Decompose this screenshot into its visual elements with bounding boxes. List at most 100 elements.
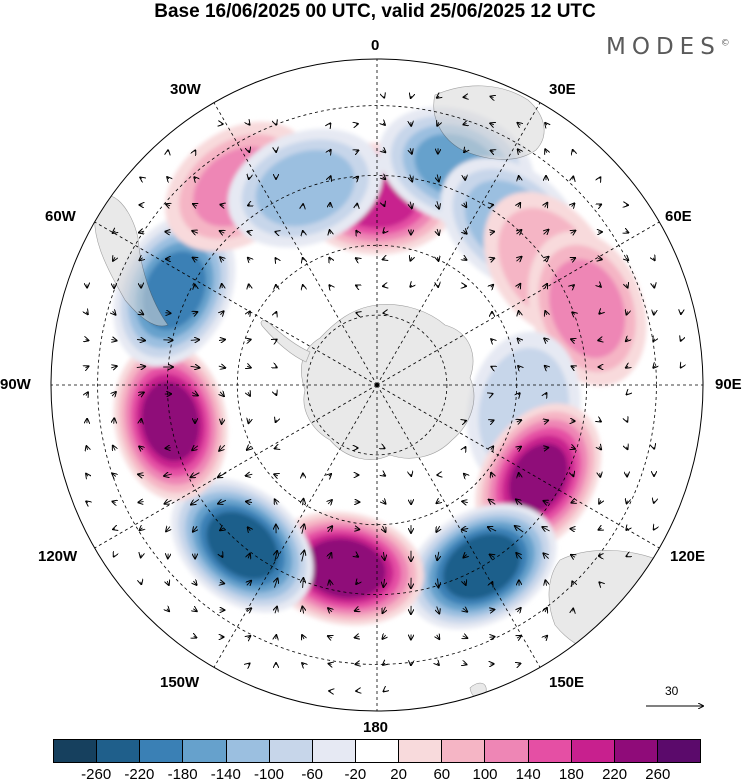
wind-vector <box>355 529 360 530</box>
lon-label-60w: 60W <box>45 208 76 225</box>
wind-vector <box>275 607 277 614</box>
wind-vector <box>138 392 144 395</box>
wind-vector <box>518 149 521 152</box>
wind-vector <box>626 528 627 530</box>
wind-vector <box>355 664 358 665</box>
wind-vector <box>113 257 115 261</box>
wind-vector <box>140 178 141 179</box>
wind-vector <box>437 122 439 125</box>
wind-vector <box>139 446 143 449</box>
wind-vector <box>222 555 223 557</box>
wind-vector <box>542 527 550 531</box>
wind-vector <box>437 201 439 208</box>
wind-vector <box>303 578 304 588</box>
lon-label-150w: 150W <box>160 674 200 691</box>
wind-vector <box>249 150 250 152</box>
wind-vector <box>248 636 251 638</box>
wind-vector <box>165 232 171 233</box>
wind-vector <box>383 552 384 560</box>
wind-vector <box>573 177 574 180</box>
colorbar-swatch <box>226 740 270 762</box>
wind-vector <box>139 231 143 232</box>
wind-vector <box>437 96 439 98</box>
wind-vector <box>573 150 574 152</box>
wind-vector <box>302 607 303 614</box>
wind-vector <box>384 691 385 692</box>
wind-vector <box>518 284 521 288</box>
wind-vector <box>356 582 358 584</box>
wind-vector <box>599 582 600 583</box>
wind-vector <box>218 366 225 368</box>
wind-vector <box>383 500 386 503</box>
wind-vector <box>113 446 115 451</box>
wind-vector <box>190 366 200 367</box>
wind-vector <box>356 177 358 179</box>
wind-vector <box>463 230 466 233</box>
wind-vector <box>136 366 145 367</box>
colorbar-swatch <box>312 740 356 762</box>
meridian-line <box>376 384 541 668</box>
wind-vector <box>516 499 523 505</box>
wind-vector <box>165 500 172 504</box>
wind-vector <box>571 501 574 502</box>
wind-vector <box>166 527 170 532</box>
wind-vector <box>248 392 250 396</box>
wind-vector <box>191 472 200 478</box>
graticule <box>51 59 703 711</box>
wind-vector <box>572 312 574 313</box>
wind-vector <box>653 366 654 368</box>
wind-vector <box>626 366 628 367</box>
colorbar-swatch <box>97 740 141 762</box>
wind-vector <box>464 474 466 476</box>
wind-vector <box>193 312 198 314</box>
wind-vector <box>329 285 330 287</box>
wind-vector <box>249 419 250 423</box>
wind-vector <box>598 340 601 341</box>
wind-vector <box>464 150 466 152</box>
wind-vector <box>464 421 466 422</box>
wind-vector <box>112 502 115 503</box>
colorbar-swatch <box>442 740 486 762</box>
wind-vector <box>517 257 522 261</box>
wind-vector <box>139 312 144 315</box>
wind-vector <box>545 149 547 152</box>
colorbar-tick-label: -220 <box>124 766 155 783</box>
wind-vector <box>246 474 253 476</box>
wind-vector <box>653 339 654 341</box>
wind-vector <box>220 257 224 261</box>
wind-vector <box>517 608 520 612</box>
wind-vector <box>330 123 331 124</box>
meridian-line <box>376 384 660 549</box>
wind-vector <box>519 176 520 180</box>
wind-vector <box>438 578 439 588</box>
wind-vector <box>410 285 411 287</box>
wind-vector <box>275 551 277 562</box>
latitude-circle <box>306 314 448 456</box>
wind-vector <box>248 527 251 530</box>
wind-vector <box>517 636 521 638</box>
wind-vector <box>571 231 576 234</box>
wind-vector <box>518 366 520 368</box>
wind-vector <box>112 392 116 396</box>
wind-vector <box>490 232 494 233</box>
lon-label-60e: 60E <box>665 208 692 225</box>
lon-label-150e: 150E <box>549 674 585 691</box>
wind-vector <box>193 258 198 261</box>
wind-vector <box>491 97 494 98</box>
wind-vector <box>410 148 412 154</box>
wind-vector <box>491 446 493 449</box>
wind-vector <box>113 231 116 233</box>
colorbar-swatch <box>183 740 227 762</box>
colorbar-swatch <box>485 740 529 762</box>
wind-vector <box>626 258 629 260</box>
wind-vector <box>518 339 521 342</box>
wind-vector <box>599 447 601 450</box>
wind-vector <box>462 501 468 502</box>
wind-vector <box>654 284 655 287</box>
wind-vector <box>248 258 250 261</box>
colorbar-tick-label: 220 <box>602 766 628 783</box>
wind-vector <box>383 578 384 587</box>
wind-vector <box>276 393 277 395</box>
colorbar <box>53 739 701 763</box>
wind-vector <box>654 529 655 530</box>
